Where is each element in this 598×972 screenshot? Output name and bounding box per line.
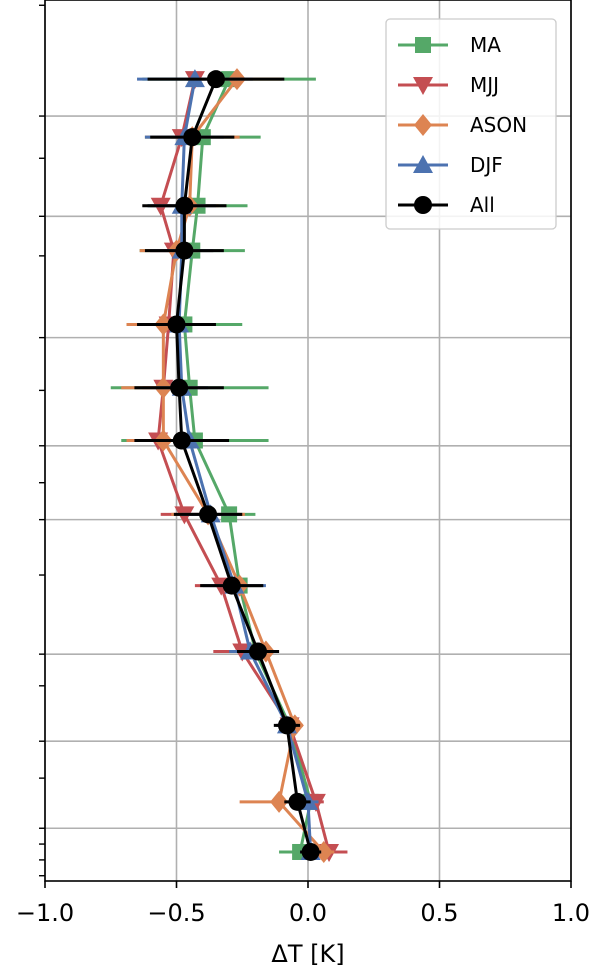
axes: −1.0 −0.5 0.0 0.5 1.0	[16, 4, 590, 927]
legend-marker-mjj	[413, 77, 433, 95]
legend-entry-djf: DJF	[398, 153, 503, 177]
series-line-mjj	[156, 78, 331, 853]
series-all	[134, 70, 322, 861]
point-all	[175, 196, 194, 215]
x-tick-label: 0.0	[289, 899, 327, 927]
point-all	[183, 128, 202, 147]
legend-entry-mjj: MJJ	[398, 73, 499, 97]
legend-marker-ma	[415, 37, 431, 53]
legend-label-all: All	[470, 193, 495, 217]
point-all	[206, 70, 225, 89]
legend-box	[385, 18, 557, 230]
legend-label-ason: ASON	[470, 113, 527, 137]
legend-marker-djf	[413, 155, 433, 173]
x-tick-label: 1.0	[552, 899, 590, 927]
point-all	[222, 576, 241, 595]
legend-label-mjj: MJJ	[470, 73, 499, 97]
point-all	[167, 315, 186, 334]
x-axis-label: ΔT [K]	[271, 940, 344, 968]
point-all	[277, 716, 296, 735]
point-all	[172, 431, 191, 450]
point-ason	[270, 790, 289, 813]
legend: MA MJJ ASON DJF All	[385, 18, 557, 230]
legend-entry-ason: ASON	[398, 113, 527, 137]
legend-label-ma: MA	[470, 33, 501, 57]
legend-label-djf: DJF	[470, 153, 503, 177]
legend-entry-ma: MA	[398, 33, 501, 57]
point-all	[170, 378, 189, 397]
legend-marker-all	[414, 196, 432, 214]
point-all	[288, 792, 307, 811]
point-all	[301, 842, 320, 861]
x-tick-label: 0.5	[420, 899, 458, 927]
point-all	[199, 505, 218, 524]
series-ason	[121, 68, 335, 863]
series-line-ason	[161, 78, 325, 853]
legend-marker-ason	[414, 114, 432, 136]
point-all	[175, 241, 194, 260]
legend-entry-all: All	[398, 193, 495, 217]
x-tick-label: −0.5	[147, 899, 205, 927]
series-mjj	[139, 71, 348, 862]
x-tick-label: −1.0	[16, 899, 74, 927]
point-ason	[314, 840, 333, 863]
point-all	[249, 642, 268, 661]
series-layer	[110, 68, 348, 863]
